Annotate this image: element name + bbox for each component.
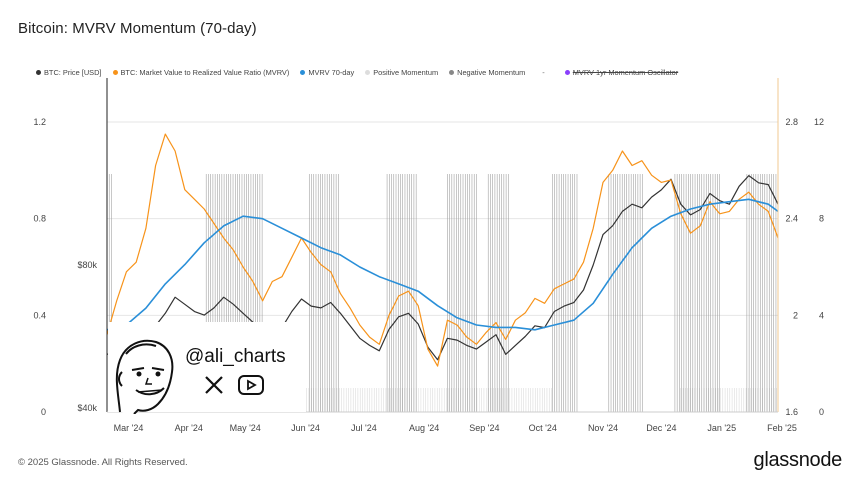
axes: 0 0.4 0.8 1.2 $40k $80k 1.6 2 2.4 2.8 0 4 8 12 Mar '24…: [33, 78, 824, 433]
legend-dot-btc-price: [36, 69, 41, 75]
legend-dot-positive-momentum: [365, 69, 371, 75]
youtube-icon[interactable]: [238, 375, 264, 395]
x-tick-label: Jan '25: [707, 423, 736, 433]
oscillator-tick-label: 4: [819, 310, 824, 320]
x-tick-label: Nov '24: [588, 423, 618, 433]
legend-dot-mvrv: [112, 69, 118, 75]
price-tick-label: $80k: [77, 260, 97, 270]
left-tick-label: 0.4: [33, 310, 46, 320]
oscillator-tick-label: 8: [819, 214, 824, 224]
series-lines: [106, 133, 779, 367]
cartoon-face-icon: [115, 339, 174, 414]
footer-copyright: © 2025 Glassnode. All Rights Reserved.: [18, 457, 188, 468]
left-tick-label: 1.2: [33, 117, 46, 127]
chart-legend: BTC: Price [USD] BTC: Market Value to Re…: [36, 66, 689, 78]
x-tick-label: Aug '24: [409, 423, 439, 433]
x-tick-label: Oct '24: [529, 423, 557, 433]
x-tick-label: Apr '24: [175, 423, 203, 433]
x-logo-icon[interactable]: [204, 376, 224, 394]
legend-dot-negative-momentum: [449, 69, 455, 75]
legend-dash: -: [542, 67, 545, 77]
legend-item-negative-momentum[interactable]: Negative Momentum: [449, 68, 525, 77]
legend-item-btc-price[interactable]: BTC: Price [USD]: [36, 68, 102, 77]
legend-item-positive-momentum[interactable]: Positive Momentum: [365, 68, 438, 77]
x-tick-label: Mar '24: [114, 423, 144, 433]
legend-dot-oscillator: [564, 69, 570, 75]
oscillator-tick-label: 0: [819, 407, 824, 417]
legend-label: MVRV 1yr Momentum Oscillator: [572, 67, 679, 77]
price-tick-label: $40k: [77, 403, 97, 413]
left-tick-label: 0.8: [33, 214, 46, 224]
legend-label: Positive Momentum: [373, 67, 439, 77]
mvrv-tick-label: 2: [793, 310, 798, 320]
page-title: Bitcoin: MVRV Momentum (70-day): [18, 20, 257, 37]
legend-item-mvrv-70[interactable]: MVRV 70-day: [300, 68, 354, 77]
legend-item-mvrv[interactable]: BTC: Market Value to Realized Value Rati…: [112, 67, 290, 77]
mvrv-70-day-line: [106, 198, 779, 331]
oscillator-tick-label: 12: [814, 117, 824, 127]
btc-price-line: [106, 175, 779, 361]
brand-logo: glassnode: [753, 449, 843, 471]
legend-label: BTC: Price [USD]: [44, 67, 102, 77]
left-tick-label: 0: [41, 407, 46, 417]
x-tick-label: May '24: [230, 423, 261, 433]
legend-dot-mvrv-70: [300, 69, 306, 75]
watermark-overlay: @ali_charts: [108, 322, 306, 414]
mvrv-tick-label: 2.8: [785, 117, 798, 127]
watermark-handle: @ali_charts: [185, 346, 286, 367]
x-tick-label: Dec '24: [646, 423, 676, 433]
mvrv-tick-label: 1.6: [785, 407, 798, 417]
social-icons: [204, 375, 264, 395]
x-tick-label: Sep '24: [469, 423, 499, 433]
x-tick-label: Jul '24: [351, 423, 377, 433]
legend-item-oscillator[interactable]: MVRV 1yr Momentum Oscillator: [564, 67, 679, 77]
legend-label: BTC: Market Value to Realized Value Rati…: [120, 67, 290, 77]
x-tick-label: Jun '24: [291, 423, 320, 433]
mvrv-tick-label: 2.4: [785, 214, 798, 224]
x-tick-label: Feb '25: [767, 423, 797, 433]
legend-label: MVRV 70-day: [308, 67, 355, 77]
legend-label: Negative Momentum: [457, 67, 526, 77]
